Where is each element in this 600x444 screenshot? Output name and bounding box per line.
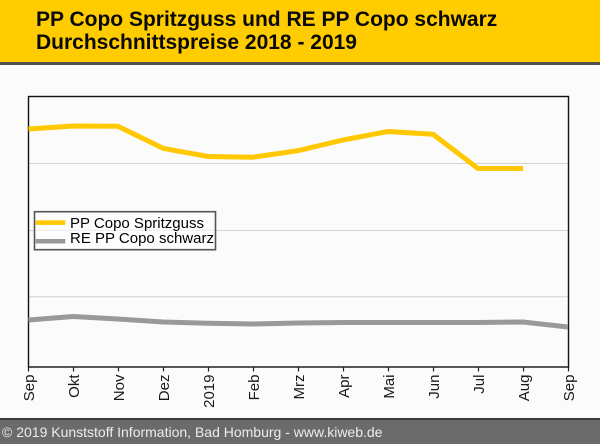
svg-text:Mai: Mai bbox=[381, 375, 398, 399]
svg-text:Okt: Okt bbox=[66, 374, 83, 398]
svg-text:Jun: Jun bbox=[426, 375, 443, 399]
svg-text:Sep: Sep bbox=[21, 375, 38, 402]
svg-text:Nov: Nov bbox=[111, 374, 128, 401]
svg-text:RE PP Copo schwarz: RE PP Copo schwarz bbox=[70, 230, 214, 247]
svg-text:Apr: Apr bbox=[336, 374, 353, 397]
svg-text:Sep: Sep bbox=[561, 375, 578, 402]
svg-text:Dez: Dez bbox=[156, 375, 173, 402]
svg-text:PP Copo Spritzguss: PP Copo Spritzguss bbox=[70, 215, 204, 232]
svg-text:Aug: Aug bbox=[516, 375, 533, 402]
svg-text:2019: 2019 bbox=[201, 375, 218, 408]
svg-text:Feb: Feb bbox=[246, 375, 263, 401]
svg-text:Mrz: Mrz bbox=[291, 375, 308, 400]
svg-text:Jul: Jul bbox=[471, 375, 488, 394]
